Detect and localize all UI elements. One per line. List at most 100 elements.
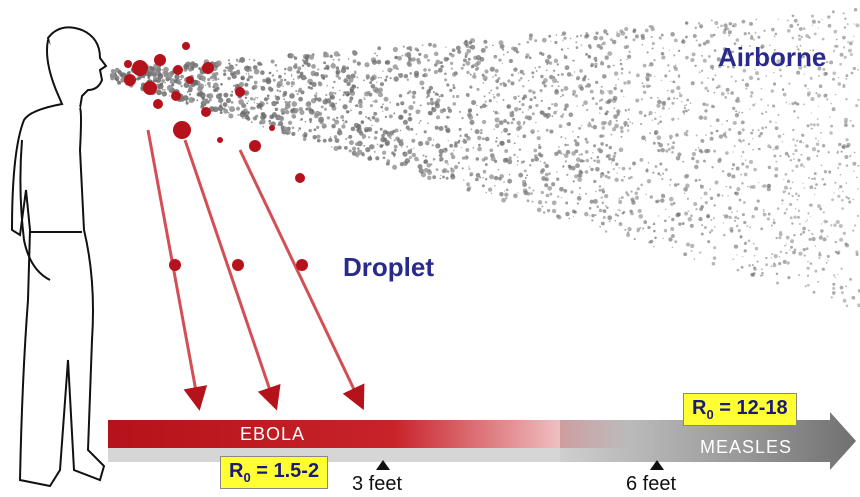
particle [588, 206, 592, 210]
particle [805, 221, 807, 223]
particle [217, 105, 224, 112]
particle [709, 231, 712, 234]
measles-label: MEASLES [700, 437, 793, 457]
particle [434, 125, 439, 130]
particle [283, 98, 285, 100]
particle [475, 54, 482, 61]
particle [380, 105, 384, 109]
particle [714, 74, 717, 77]
particle [723, 65, 725, 67]
particle [652, 171, 655, 174]
particle [698, 178, 701, 182]
particle [563, 55, 568, 60]
particle [271, 100, 277, 107]
particle [840, 150, 843, 153]
particle [731, 50, 735, 54]
particle [232, 84, 236, 87]
particle [661, 55, 666, 60]
particle [246, 68, 250, 73]
particle [857, 164, 860, 167]
particle [406, 78, 410, 82]
particle [589, 46, 592, 50]
particle [322, 138, 327, 143]
particle [683, 252, 688, 257]
particle [238, 99, 244, 105]
particle [830, 124, 833, 128]
particle [585, 140, 589, 144]
particle [743, 220, 747, 225]
particle [262, 103, 264, 105]
particle [533, 148, 538, 153]
particle [607, 175, 611, 180]
particle [199, 92, 206, 99]
particle [612, 95, 618, 101]
particle [513, 95, 518, 100]
particle [576, 75, 581, 80]
particle [557, 215, 562, 220]
particle [368, 92, 373, 97]
particle [760, 98, 763, 101]
particle [325, 98, 332, 104]
particle [565, 211, 570, 217]
particle [807, 88, 809, 90]
particle [621, 196, 624, 199]
particle [595, 80, 599, 84]
particle [779, 57, 784, 62]
particle [220, 83, 223, 86]
particle [671, 246, 674, 248]
particle [667, 97, 671, 101]
particle [817, 204, 821, 209]
particle [229, 106, 235, 113]
particle [357, 147, 360, 150]
particle [317, 97, 322, 102]
particle [398, 73, 404, 78]
particle [585, 52, 589, 56]
particle [385, 75, 389, 78]
particle [571, 151, 576, 156]
particle [183, 82, 190, 89]
particle [573, 59, 575, 62]
particle [807, 260, 809, 263]
particle [639, 122, 643, 126]
particle [725, 185, 728, 188]
particle [572, 215, 575, 217]
particle [545, 59, 550, 64]
particle [514, 98, 516, 100]
particle [611, 39, 617, 45]
particle [797, 216, 800, 219]
particle [198, 67, 201, 70]
particle [393, 76, 399, 82]
particle [407, 46, 411, 50]
particle [728, 206, 732, 211]
particle [841, 207, 844, 210]
particle [728, 215, 732, 220]
particle [578, 186, 582, 190]
particle [452, 84, 455, 87]
particle [308, 54, 315, 60]
particle [519, 76, 523, 80]
particle [619, 62, 623, 66]
particle [726, 51, 731, 56]
particle [747, 32, 751, 35]
particle [527, 115, 532, 121]
particle [342, 119, 345, 122]
particle [551, 208, 557, 214]
particle [596, 155, 600, 159]
particle [648, 111, 653, 115]
particle [756, 199, 760, 203]
particle [837, 167, 840, 169]
particle [423, 53, 429, 59]
particle [782, 133, 785, 136]
particle [293, 56, 298, 60]
particle [293, 64, 298, 69]
particle [704, 148, 709, 154]
particle [467, 57, 471, 61]
particle [584, 137, 588, 141]
particle [208, 85, 211, 88]
particle [753, 38, 756, 41]
particle [309, 118, 313, 122]
particle [475, 157, 480, 161]
particle [578, 127, 581, 130]
particle [486, 105, 488, 107]
particle [475, 177, 479, 182]
